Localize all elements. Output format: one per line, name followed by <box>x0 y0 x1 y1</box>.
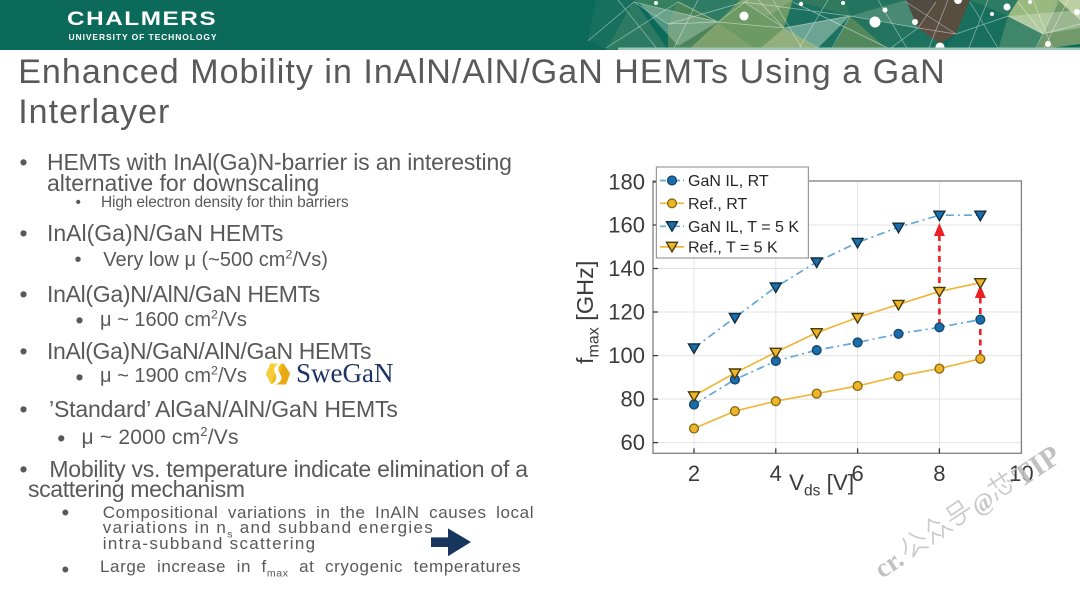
svg-text:2: 2 <box>688 461 700 486</box>
svg-text:140: 140 <box>608 256 645 281</box>
svg-text:60: 60 <box>621 430 645 455</box>
svg-text:cr.: cr. <box>869 543 909 584</box>
svg-text:Ref., RT: Ref., RT <box>688 196 748 213</box>
svg-text:8: 8 <box>933 461 945 486</box>
svg-text:6: 6 <box>851 461 863 486</box>
svg-text:100: 100 <box>608 343 645 368</box>
svg-text:Ref., T = 5 K: Ref., T = 5 K <box>688 239 778 256</box>
svg-text:GaN IL, T = 5 K: GaN IL, T = 5 K <box>688 219 799 236</box>
svg-text:GaN IL, RT: GaN IL, RT <box>688 173 769 190</box>
svg-text:fmax [GHz]: fmax [GHz] <box>572 261 603 364</box>
svg-text:10: 10 <box>1009 461 1033 486</box>
svg-text:180: 180 <box>608 170 645 195</box>
svg-text:80: 80 <box>621 387 645 412</box>
svg-text:TIP: TIP <box>1007 439 1067 494</box>
svg-text:@: @ <box>967 487 1000 521</box>
svg-text:4: 4 <box>770 461 782 486</box>
svg-text:120: 120 <box>608 300 645 325</box>
svg-text:Vds [V]: Vds [V] <box>789 470 854 500</box>
svg-text:160: 160 <box>608 213 645 238</box>
